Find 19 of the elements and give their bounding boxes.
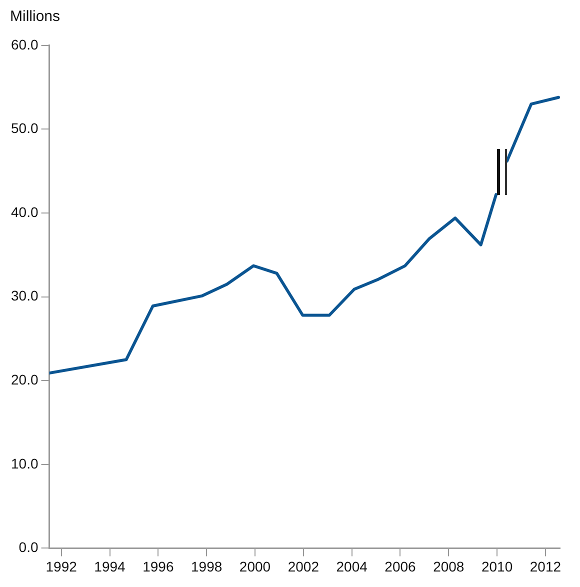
x-tick-label: 1998 <box>191 558 222 574</box>
y-tick-label: 50.0 <box>11 120 38 136</box>
x-tick-label: 2004 <box>336 558 368 574</box>
x-tick-label: 1994 <box>94 558 126 574</box>
x-tick-label: 2002 <box>288 558 320 574</box>
x-tick-label: 2012 <box>530 558 562 574</box>
x-tick-label: 2006 <box>384 558 416 574</box>
y-tick-label: 40.0 <box>11 204 38 220</box>
y-axis-title: Millions <box>9 8 62 27</box>
x-tick-label: 2010 <box>481 558 513 574</box>
y-tick-label: 60.0 <box>11 36 38 52</box>
x-tick-label: 2000 <box>239 558 271 574</box>
x-tick-label: 1996 <box>142 558 174 574</box>
x-tick-label: 1992 <box>46 558 78 574</box>
y-tick-label: 30.0 <box>11 288 38 304</box>
y-tick-label: 20.0 <box>11 371 38 388</box>
x-tick-label: 2008 <box>433 558 464 574</box>
y-tick-label: 10.0 <box>11 455 38 472</box>
y-tick-label: 0.0 <box>18 539 38 556</box>
